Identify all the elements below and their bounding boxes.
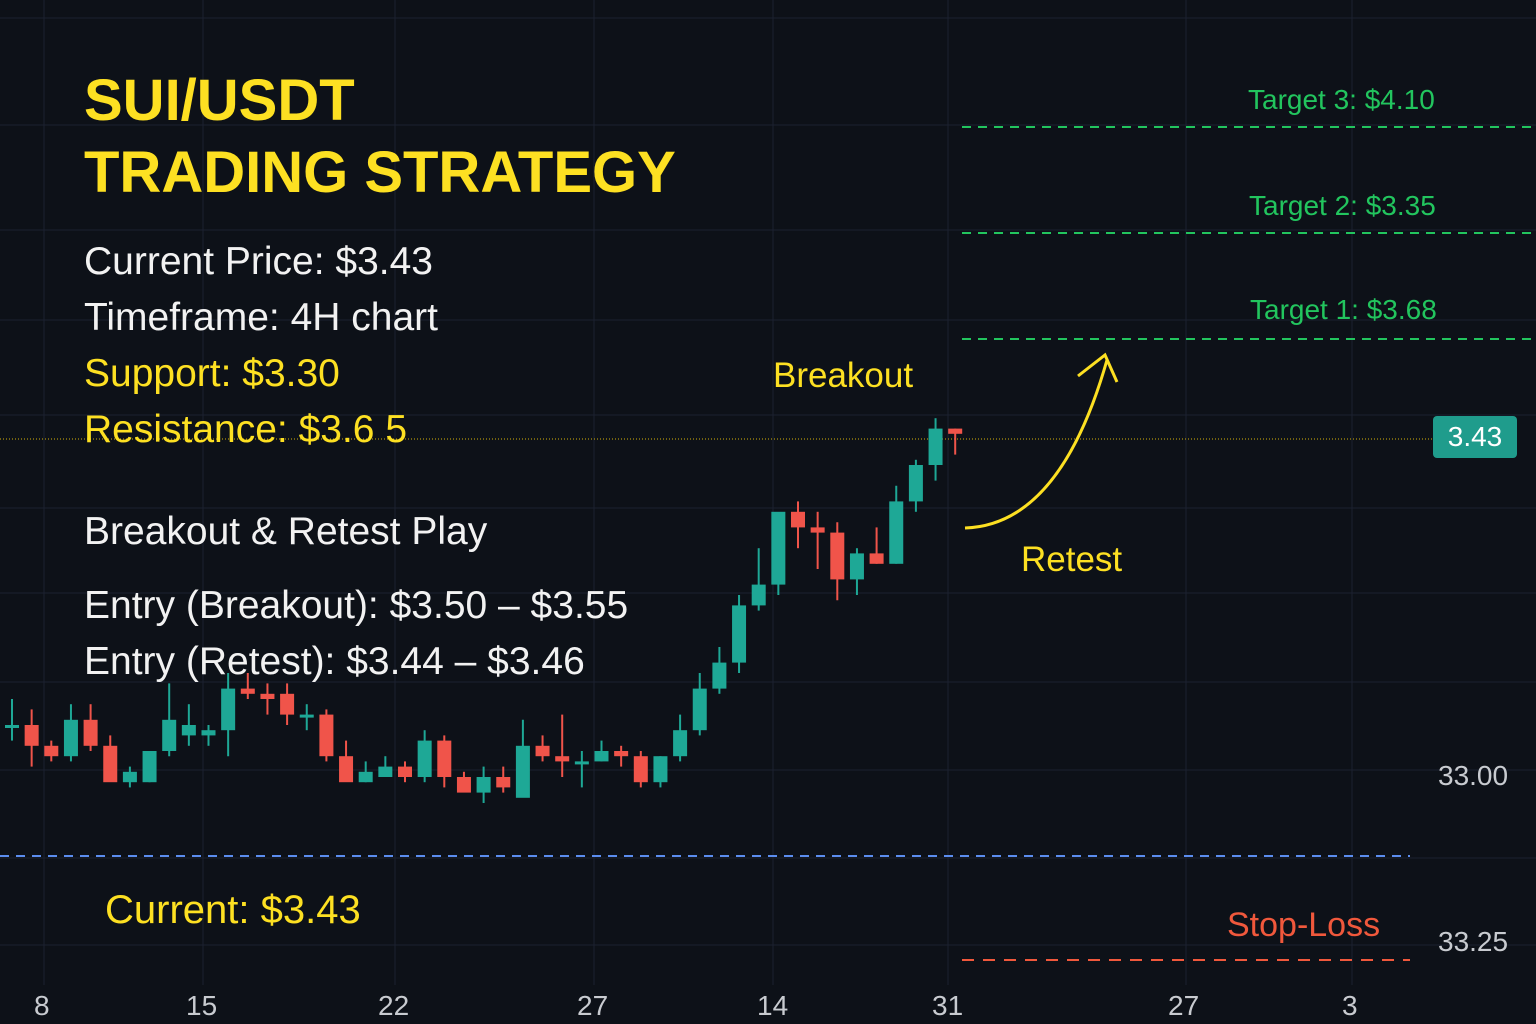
candle-down [948,428,963,434]
entry-retest-info: Entry (Retest): $3.44 – $3.46 [84,640,585,683]
candle-up [908,465,923,502]
target-1-label: Target 1: $3.68 [1250,294,1437,325]
projection-arrow [964,352,1119,530]
candle-down [260,693,275,699]
x-tick-label: 27 [1168,990,1200,1021]
candle-down [339,756,354,783]
x-tick-label: 14 [757,990,789,1021]
candle-down [83,719,98,746]
current-annotation: Current: $3.43 [105,888,361,932]
target-2-label: Target 2: $3.35 [1249,190,1436,221]
breakout-annotation: Breakout [773,356,914,395]
candle-up [712,662,727,689]
candle-up [142,751,157,783]
candle-down [437,740,452,777]
candle-up [221,688,236,731]
candle-down [44,745,59,757]
candle-down [398,766,412,777]
candle-down [240,688,255,694]
level-lines [0,126,1536,961]
candle-up [594,751,609,762]
timeframe-info: Timeframe: 4H chart [84,296,438,339]
chart-grid [0,0,1536,985]
candle-up [476,777,491,793]
candle-down [319,714,334,757]
candle-up [515,745,530,798]
candle-up [378,766,393,777]
candle-down [24,725,39,746]
title-line-1: SUI/USDT [84,68,355,133]
title-line-2: TRADING STRATEGY [84,140,676,205]
candle-up [928,428,943,465]
candle-down [791,511,805,528]
support-info: Support: $3.30 [84,352,340,395]
candle-up [653,756,668,783]
candle-down [456,777,471,793]
x-tick-label: 22 [378,990,410,1021]
candle-up [889,501,904,564]
candle-up [63,719,78,757]
target-3-label: Target 3: $4.10 [1248,84,1435,115]
candle-down [810,527,825,533]
stop-loss-annotation: Stop-Loss [1227,906,1381,944]
candle-up [358,771,373,783]
candle-up [771,511,786,585]
candle-up [732,605,747,663]
entry-breakout-info: Entry (Breakout): $3.50 – $3.55 [84,584,629,627]
candle-up [417,740,432,777]
candles-group [5,418,963,803]
candle-down [496,777,511,788]
candle-down [103,745,118,783]
y-axis-label: 33.00 [1438,760,1509,791]
candle-up [299,714,314,718]
candle-up [201,730,216,736]
play-heading: Breakout & Retest Play [84,510,488,553]
candle-down [869,553,884,564]
x-tick-label: 8 [34,990,50,1021]
retest-annotation: Retest [1021,540,1123,579]
x-tick-label: 3 [1342,990,1358,1021]
candle-down [830,532,845,580]
candle-up [574,761,589,765]
candle-up [5,725,19,728]
candle-down [555,756,570,762]
candle-up [849,553,864,580]
candle-down [633,756,648,783]
x-tick-label: 15 [186,990,218,1021]
x-tick-label: 27 [577,990,609,1021]
projection-arrowhead [1077,352,1119,383]
y-axis-label: 33.25 [1438,926,1509,957]
candle-down [280,693,295,715]
candle-up [673,730,688,757]
candle-up [692,688,707,731]
current-price-info: Current Price: $3.43 [84,240,434,283]
candle-up [162,719,177,751]
candle-up [122,771,137,783]
candle-up [181,725,196,736]
resistance-info: Resistance: $3.6 5 [84,408,408,451]
candle-up [751,584,766,606]
x-tick-label: 31 [932,990,964,1021]
candle-down [614,751,629,757]
current-price-badge: 3.43 [1433,416,1517,458]
candle-down [535,745,550,757]
projection-arrow-path [964,359,1109,530]
